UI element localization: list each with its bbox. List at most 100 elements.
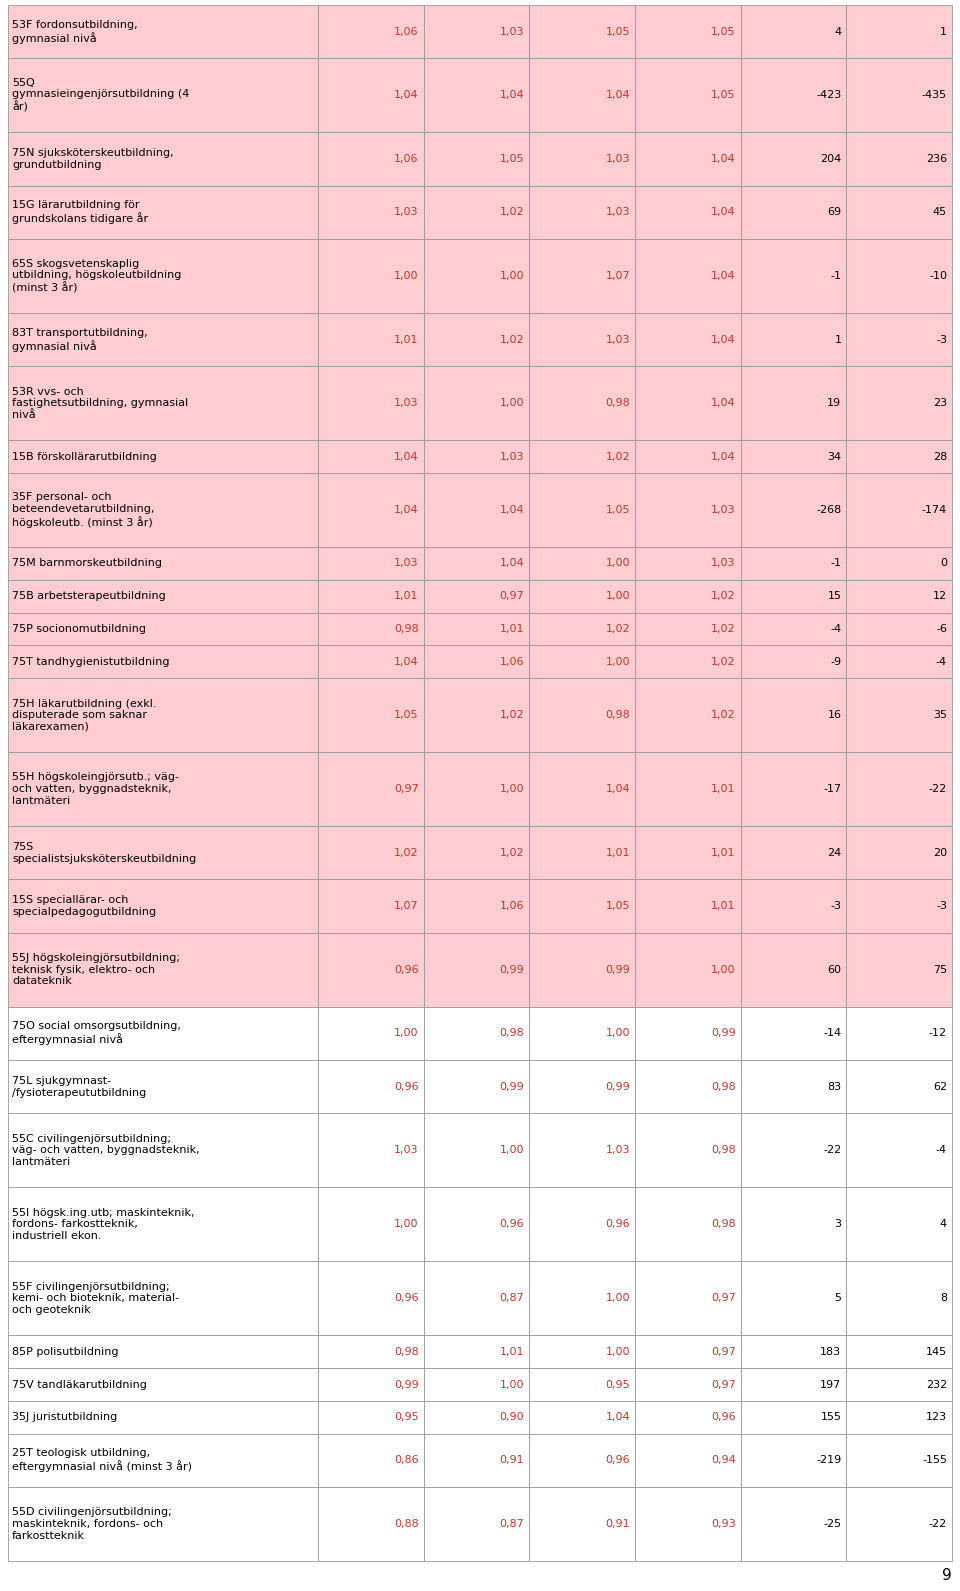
Bar [529, 1262, 635, 1335]
Bar [741, 613, 847, 646]
Bar [318, 1007, 423, 1060]
Bar [847, 1488, 952, 1561]
Bar [318, 1114, 423, 1187]
Text: -22: -22 [823, 1146, 841, 1155]
Bar [635, 1060, 741, 1114]
Text: 0,97: 0,97 [711, 1293, 735, 1303]
Text: -1: -1 [830, 270, 841, 282]
Bar [423, 1335, 529, 1368]
Bar [423, 132, 529, 186]
Text: 1,05: 1,05 [395, 710, 419, 721]
Text: -22: -22 [928, 784, 947, 794]
Text: 1,02: 1,02 [711, 624, 735, 633]
Text: -1: -1 [830, 558, 841, 568]
Text: 0,96: 0,96 [394, 964, 419, 975]
Text: 1,04: 1,04 [500, 91, 524, 100]
Bar [423, 613, 529, 646]
Bar [318, 826, 423, 880]
Text: 0,97: 0,97 [711, 1346, 735, 1357]
Bar [847, 1335, 952, 1368]
Text: 1,00: 1,00 [500, 1146, 524, 1155]
Text: 0,96: 0,96 [606, 1219, 630, 1230]
Bar [741, 1402, 847, 1433]
Bar [847, 1262, 952, 1335]
Bar [635, 132, 741, 186]
Text: 1,04: 1,04 [711, 154, 735, 164]
Bar [529, 5, 635, 59]
Bar [8, 678, 318, 753]
Text: 69: 69 [828, 207, 841, 218]
Text: 65S skogsvetenskaplig
utbildning, högskoleutbildning
(minst 3 år): 65S skogsvetenskaplig utbildning, högsko… [12, 259, 181, 293]
Text: 1,04: 1,04 [711, 398, 735, 409]
Text: 5: 5 [834, 1293, 841, 1303]
Text: 1,02: 1,02 [711, 710, 735, 721]
Text: 1,00: 1,00 [606, 1346, 630, 1357]
Text: -3: -3 [936, 901, 947, 912]
Bar [847, 441, 952, 473]
Bar [741, 826, 847, 880]
Bar [529, 1368, 635, 1402]
Text: 183: 183 [820, 1346, 841, 1357]
Bar [847, 1187, 952, 1262]
Bar [423, 678, 529, 753]
Bar [8, 1187, 318, 1262]
Text: 1,01: 1,01 [500, 624, 524, 633]
Bar [8, 366, 318, 441]
Bar [318, 880, 423, 932]
Bar [318, 1187, 423, 1262]
Bar [318, 132, 423, 186]
Bar [529, 1488, 635, 1561]
Text: -219: -219 [816, 1456, 841, 1465]
Text: 1: 1 [834, 334, 841, 345]
Bar [847, 1402, 952, 1433]
Text: 1,02: 1,02 [711, 592, 735, 601]
Text: 0,98: 0,98 [394, 624, 419, 633]
Text: 1,00: 1,00 [395, 270, 419, 282]
Text: 0,98: 0,98 [711, 1146, 735, 1155]
Bar [318, 1402, 423, 1433]
Bar [8, 826, 318, 880]
Bar [847, 826, 952, 880]
Text: 1,04: 1,04 [394, 657, 419, 667]
Bar [529, 678, 635, 753]
Bar [318, 239, 423, 313]
Text: 204: 204 [820, 154, 841, 164]
Text: 53F fordonsutbildning,
gymnasial nivå: 53F fordonsutbildning, gymnasial nivå [12, 19, 137, 43]
Bar [529, 613, 635, 646]
Text: 197: 197 [820, 1379, 841, 1389]
Bar [847, 59, 952, 132]
Text: 8: 8 [940, 1293, 947, 1303]
Text: 1,00: 1,00 [500, 398, 524, 409]
Text: -3: -3 [830, 901, 841, 912]
Text: 0,87: 0,87 [499, 1519, 524, 1529]
Text: -4: -4 [936, 1146, 947, 1155]
Text: 24: 24 [828, 848, 841, 858]
Text: 28: 28 [933, 452, 947, 461]
Text: 1,05: 1,05 [711, 91, 735, 100]
Bar [423, 1187, 529, 1262]
Bar [847, 1060, 952, 1114]
Bar [423, 473, 529, 547]
Text: 1,02: 1,02 [500, 334, 524, 345]
Bar [8, 1433, 318, 1488]
Text: 55C civilingenjörsutbildning;
väg- och vatten, byggnadsteknik,
lantmäteri: 55C civilingenjörsutbildning; väg- och v… [12, 1134, 200, 1168]
Bar [318, 646, 423, 678]
Text: 0,96: 0,96 [500, 1219, 524, 1230]
Bar [741, 239, 847, 313]
Bar [847, 579, 952, 613]
Text: 0,96: 0,96 [394, 1082, 419, 1091]
Text: 1,04: 1,04 [606, 91, 630, 100]
Bar [318, 579, 423, 613]
Text: -3: -3 [936, 334, 947, 345]
Bar [847, 239, 952, 313]
Bar [635, 932, 741, 1007]
Bar [8, 1007, 318, 1060]
Bar [741, 473, 847, 547]
Bar [8, 1488, 318, 1561]
Text: 1,05: 1,05 [711, 27, 735, 37]
Bar [423, 1114, 529, 1187]
Bar [635, 826, 741, 880]
Text: 75L sjukgymnast-
/fysioterapeututbildning: 75L sjukgymnast- /fysioterapeututbildnin… [12, 1076, 146, 1098]
Bar [741, 1335, 847, 1368]
Bar [635, 1114, 741, 1187]
